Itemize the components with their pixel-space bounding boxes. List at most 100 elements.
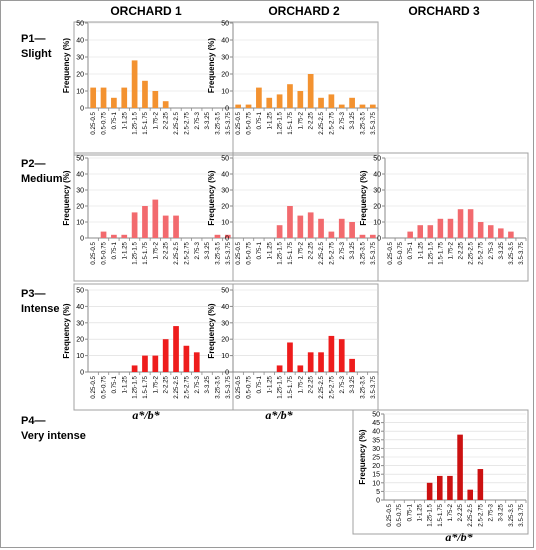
bar [100, 87, 107, 108]
x-tick-label: 2.75-3 [194, 111, 201, 129]
x-tick-label: 0.75-1 [111, 241, 118, 259]
x-tick-label: 1.75-2 [447, 503, 454, 521]
x-tick-label: 0.5-0.75 [397, 241, 404, 264]
y-tick-label: 50 [76, 21, 84, 28]
bar [307, 74, 314, 108]
y-tick-label: 0 [80, 236, 84, 243]
bar [152, 199, 159, 238]
y-tick-label: 10 [76, 220, 84, 227]
bar [287, 84, 293, 108]
x-tick-label: 1.75-2 [297, 241, 304, 259]
x-tick-label: 1-1.25 [266, 375, 273, 393]
y-tick-label: 20 [221, 204, 229, 211]
y-tick-label: 0 [80, 370, 84, 377]
bar [297, 365, 304, 372]
x-tick-label: 2.5-2.75 [183, 111, 190, 134]
bar [447, 218, 454, 238]
bar [297, 215, 304, 238]
bar [214, 234, 221, 238]
bar [121, 234, 128, 238]
y-tick-label: 20 [372, 463, 380, 470]
x-tick-label: 2.25-2.5 [173, 241, 180, 264]
y-tick-label: 30 [221, 320, 229, 327]
x-tick-label: 1.75-2 [297, 111, 304, 129]
bar [477, 469, 484, 500]
y-tick-label: 10 [76, 89, 84, 96]
y-tick-label: 0 [377, 236, 381, 243]
x-tick-label: 2-2.25 [457, 503, 464, 521]
bar [338, 104, 345, 108]
x-tick-label: 3.25-3.5 [359, 375, 366, 398]
x-axis-label-orchard-1: a*/b* [132, 408, 160, 422]
y-tick-label: 0 [225, 236, 229, 243]
bar [457, 434, 463, 500]
row-label-p2-name: Medium [21, 173, 63, 185]
x-tick-label: 1.25-1.5 [132, 111, 139, 134]
chart-p2-orchard-1: 0 10 20 30 40 50 Frequency (%) 0.25-0.5 0.5-0.75… [62, 152, 234, 282]
y-tick-label: 30 [76, 55, 84, 62]
row-label-p2-dash: — [34, 158, 45, 170]
bar [276, 94, 283, 108]
row-label-p4-dash: — [34, 415, 45, 427]
x-tick-label: 0.75-1 [111, 111, 118, 129]
x-tick-label: 2.25-2.5 [318, 241, 325, 264]
y-tick-label: 30 [221, 55, 229, 62]
column-header-orchard-2: ORCHARD 2 [268, 4, 340, 18]
bar [487, 225, 494, 238]
x-tick-label: 1.75-2 [297, 375, 304, 393]
y-tick-label: 10 [76, 353, 84, 360]
x-tick-label: 3-3.25 [204, 241, 211, 259]
column-header-orchard-3: ORCHARD 3 [408, 4, 480, 18]
x-tick-label: 0.25-0.5 [90, 111, 97, 134]
bar [162, 215, 169, 238]
x-tick-label: 0.5-0.75 [246, 241, 253, 264]
x-tick-label: 1-1.25 [417, 241, 424, 259]
chart-p1-orchard-1: 0 10 20 30 40 50 Frequency (%) 0.25-0.5 0.5-0.75… [62, 21, 234, 156]
x-tick-label: 1.75-2 [447, 241, 454, 259]
row-label-p1: P1— Slight [21, 33, 52, 60]
bar [427, 225, 434, 238]
y-tick-label: 20 [221, 337, 229, 344]
x-tick-label: 1-1.25 [121, 375, 128, 393]
y-tick-label: 10 [221, 353, 229, 360]
x-tick-label: 1.25-1.5 [277, 111, 284, 134]
y-tick-label: 30 [76, 320, 84, 327]
x-tick-label: 0.75-1 [256, 111, 263, 129]
x-tick-label: 2.5-2.75 [478, 241, 485, 264]
x-tick-label: 2.5-2.75 [328, 375, 335, 398]
y-tick-label: 40 [221, 38, 229, 45]
x-tick-label: 0.5-0.75 [246, 375, 253, 398]
x-tick-label: 1-1.25 [121, 241, 128, 259]
y-tick-label: 30 [221, 188, 229, 195]
y-tick-label: 40 [76, 172, 84, 179]
x-tick-label: 1.5-1.75 [437, 503, 444, 526]
bar [338, 218, 345, 238]
row-label-p3-dash: — [34, 288, 45, 300]
y-tick-label: 35 [372, 437, 380, 444]
bar [173, 326, 179, 372]
bar [276, 225, 283, 238]
y-tick-label: 20 [373, 204, 381, 211]
y-axis-title: Frequency (%) [207, 170, 216, 225]
x-tick-label: 2.75-3 [194, 375, 201, 393]
bar [152, 91, 159, 108]
x-tick-label: 0.5-0.75 [101, 375, 108, 398]
x-tick-label: 2-2.25 [308, 375, 315, 393]
bar [467, 209, 474, 238]
panel-frame [232, 283, 379, 411]
y-tick-label: 40 [372, 429, 380, 436]
x-tick-label: 0.75-1 [406, 503, 413, 521]
x-tick-label: 2.25-2.5 [173, 111, 180, 134]
x-tick-label: 0.25-0.5 [386, 503, 393, 526]
y-tick-label: 40 [221, 172, 229, 179]
bar [100, 231, 107, 238]
bar [437, 218, 444, 238]
x-tick-label: 3.5-3.75 [370, 375, 377, 398]
bar [297, 91, 304, 108]
x-tick-label: 2.75-3 [339, 111, 346, 129]
bar [287, 206, 293, 238]
y-axis-title: Frequency (%) [62, 38, 71, 93]
x-tick-label: 0.75-1 [256, 241, 263, 259]
bar [307, 212, 314, 238]
